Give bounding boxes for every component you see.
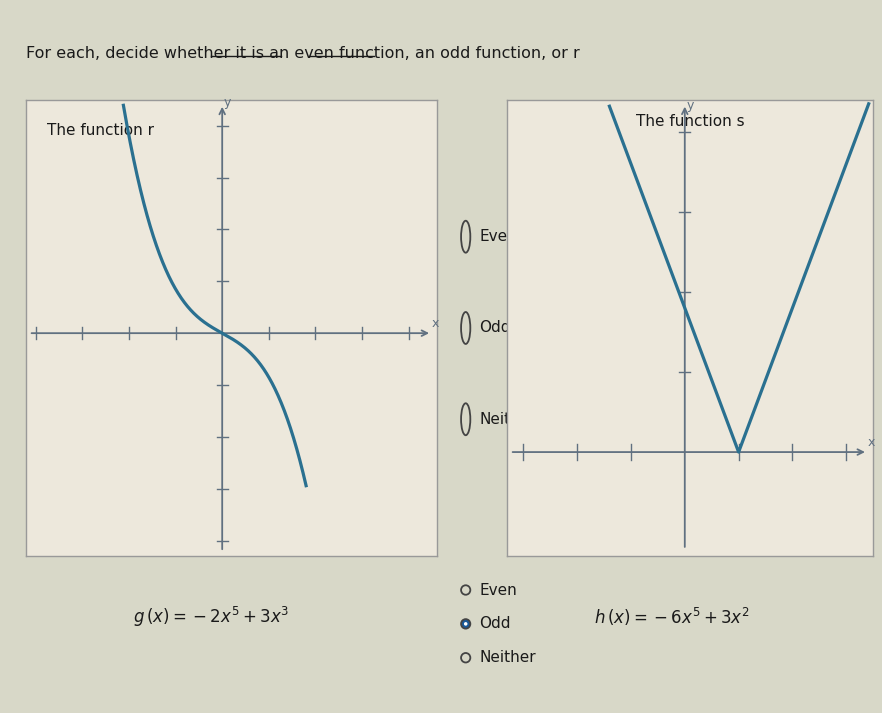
Text: x: x <box>432 317 439 330</box>
Text: Odd: Odd <box>480 616 511 632</box>
Text: y: y <box>686 99 694 113</box>
Text: Neither: Neither <box>480 411 536 427</box>
Text: The function r: The function r <box>47 123 154 138</box>
Text: y: y <box>224 96 231 109</box>
Text: Even: Even <box>480 229 518 245</box>
Circle shape <box>461 619 470 629</box>
Text: x: x <box>868 436 875 449</box>
Text: Odd: Odd <box>480 320 511 336</box>
Text: The function s: The function s <box>636 113 744 128</box>
Text: $h\,(x)=-6x^5+3x^2$: $h\,(x)=-6x^5+3x^2$ <box>594 606 750 628</box>
Text: For each, decide whether it is an even function, an odd function, or r: For each, decide whether it is an even f… <box>26 46 580 61</box>
Circle shape <box>464 622 467 626</box>
Text: Neither: Neither <box>480 650 536 665</box>
Text: $g\,(x)=-2x^5+3x^3$: $g\,(x)=-2x^5+3x^3$ <box>133 605 289 629</box>
Text: Even: Even <box>480 583 518 597</box>
